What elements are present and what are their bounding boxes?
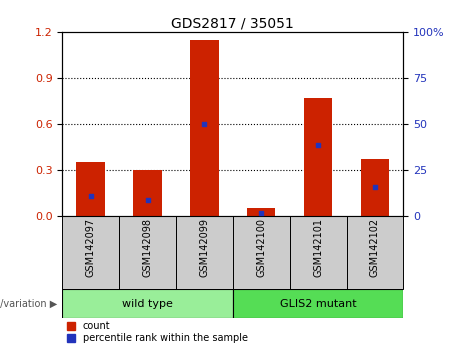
Bar — [290, 216, 347, 289]
Bar — [62, 216, 119, 289]
Bar — [77, 162, 105, 216]
Text: wild type: wild type — [122, 299, 173, 309]
Bar — [233, 216, 290, 289]
Bar — [119, 216, 176, 289]
Text: GSM142102: GSM142102 — [370, 218, 380, 277]
Bar — [361, 159, 389, 216]
Text: genotype/variation ▶: genotype/variation ▶ — [0, 299, 58, 309]
Text: GSM142101: GSM142101 — [313, 218, 323, 277]
Point — [87, 193, 95, 199]
Legend: count, percentile rank within the sample: count, percentile rank within the sample — [67, 321, 248, 343]
Text: GSM142099: GSM142099 — [199, 218, 209, 277]
Title: GDS2817 / 35051: GDS2817 / 35051 — [171, 17, 294, 31]
Text: GSM142098: GSM142098 — [142, 218, 153, 277]
Text: GLIS2 mutant: GLIS2 mutant — [280, 299, 356, 309]
Point — [371, 184, 378, 189]
Bar — [190, 40, 219, 216]
Text: GSM142100: GSM142100 — [256, 218, 266, 277]
Point — [258, 210, 265, 216]
Bar — [247, 208, 276, 216]
Bar — [347, 216, 403, 289]
Bar — [133, 170, 162, 216]
Point — [144, 198, 151, 203]
Point — [314, 142, 322, 148]
Text: GSM142097: GSM142097 — [86, 218, 96, 277]
Bar — [176, 216, 233, 289]
Bar — [304, 98, 332, 216]
Bar — [62, 289, 233, 318]
Point — [201, 121, 208, 127]
Bar — [233, 289, 403, 318]
